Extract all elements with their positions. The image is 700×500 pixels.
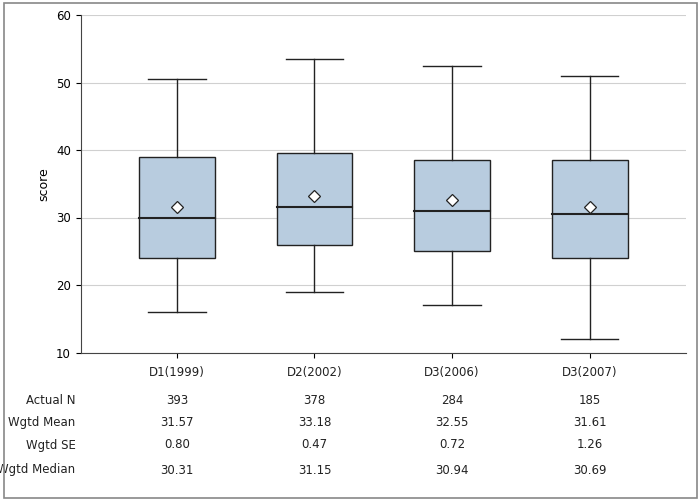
Text: 393: 393 bbox=[166, 394, 188, 406]
Text: 378: 378 bbox=[303, 394, 326, 406]
Text: 30.31: 30.31 bbox=[160, 464, 193, 476]
Y-axis label: score: score bbox=[37, 167, 50, 200]
Text: 1.26: 1.26 bbox=[577, 438, 603, 452]
Text: 31.61: 31.61 bbox=[573, 416, 606, 429]
Text: D2(2002): D2(2002) bbox=[286, 366, 342, 379]
Text: Actual N: Actual N bbox=[26, 394, 76, 406]
Text: 284: 284 bbox=[441, 394, 463, 406]
Text: 0.80: 0.80 bbox=[164, 438, 190, 452]
Text: 30.69: 30.69 bbox=[573, 464, 606, 476]
Text: D3(2007): D3(2007) bbox=[562, 366, 617, 379]
Text: 185: 185 bbox=[578, 394, 601, 406]
Text: D1(1999): D1(1999) bbox=[149, 366, 205, 379]
Text: 31.57: 31.57 bbox=[160, 416, 194, 429]
Text: 0.47: 0.47 bbox=[302, 438, 328, 452]
Text: 31.15: 31.15 bbox=[298, 464, 331, 476]
Text: 30.94: 30.94 bbox=[435, 464, 469, 476]
Text: D3(2006): D3(2006) bbox=[424, 366, 480, 379]
Bar bbox=[276, 154, 352, 244]
Text: Wgtd Mean: Wgtd Mean bbox=[8, 416, 76, 429]
Bar bbox=[552, 160, 627, 258]
Bar bbox=[139, 157, 215, 258]
Text: Wgtd Median: Wgtd Median bbox=[0, 464, 76, 476]
Text: 0.72: 0.72 bbox=[439, 438, 465, 452]
Bar bbox=[414, 160, 490, 251]
Text: 33.18: 33.18 bbox=[298, 416, 331, 429]
Text: 32.55: 32.55 bbox=[435, 416, 469, 429]
Text: Wgtd SE: Wgtd SE bbox=[26, 438, 76, 452]
